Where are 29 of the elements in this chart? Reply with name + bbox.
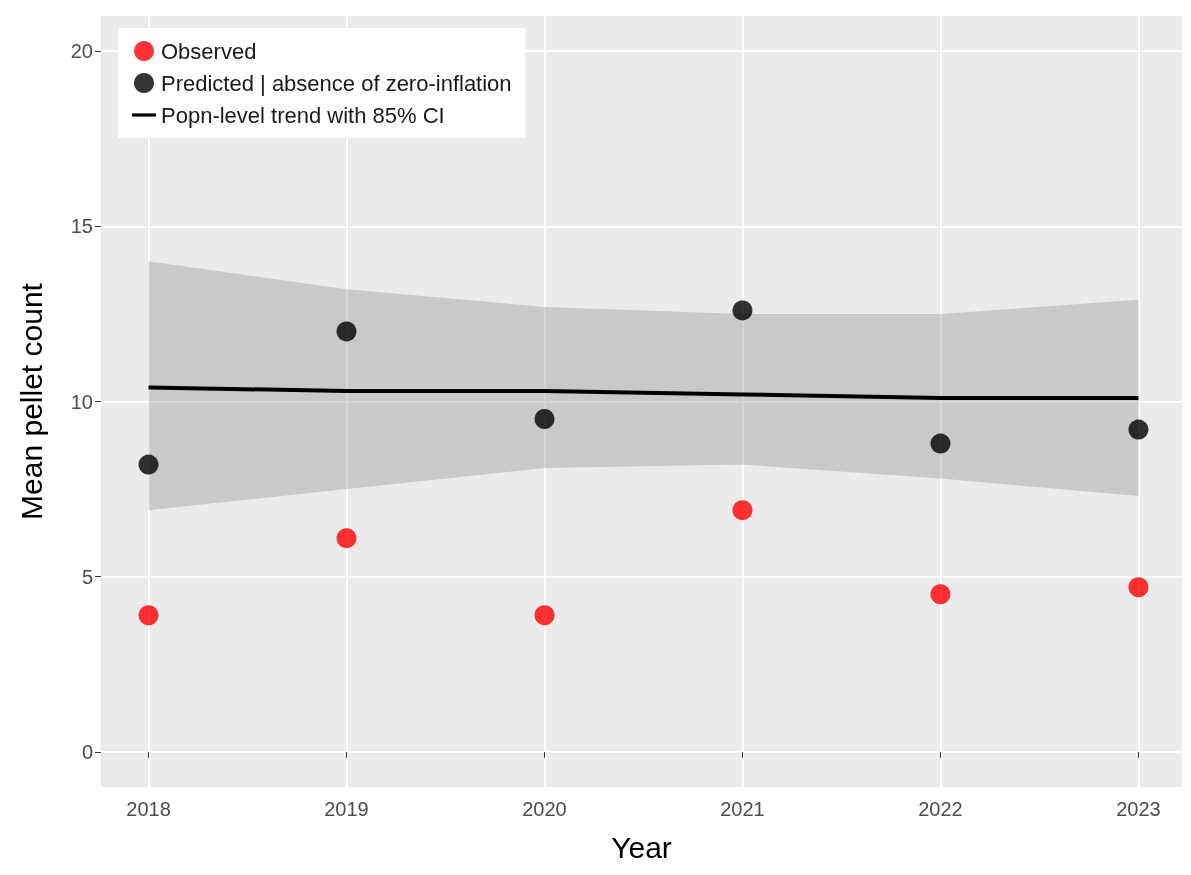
x-tick-label: 2022	[918, 798, 963, 820]
line-series	[146, 385, 1141, 400]
point	[1128, 419, 1149, 440]
point	[930, 433, 951, 454]
point	[336, 528, 357, 549]
y-axis-title: Mean pellet count	[14, 282, 48, 520]
x-tick-label: 2020	[522, 798, 567, 820]
y-tick-label: 20	[70, 40, 93, 63]
point	[534, 409, 555, 430]
legend-label: Observed	[161, 38, 257, 64]
y-tick-label: 0	[81, 740, 93, 763]
y-tick-label: 15	[70, 215, 93, 238]
x-axis-title: Year	[611, 830, 672, 864]
y-tick-label: 5	[81, 565, 93, 588]
x-tick-label: 2019	[324, 798, 369, 820]
point	[138, 605, 159, 626]
point	[732, 300, 753, 321]
x-tick-label: 2023	[1116, 798, 1161, 820]
point	[336, 321, 357, 342]
point	[732, 500, 753, 521]
point	[930, 584, 951, 605]
point	[138, 454, 159, 475]
point	[534, 605, 555, 626]
y-tick-label: 10	[70, 390, 93, 413]
legend-label: Popn-level trend with 85% CI	[161, 102, 445, 128]
x-tick-label: 2018	[126, 798, 171, 820]
x-tick-label: 2021	[720, 798, 765, 820]
point	[1128, 577, 1149, 598]
legend-label: Predicted | absence of zero-inflation	[161, 70, 512, 96]
